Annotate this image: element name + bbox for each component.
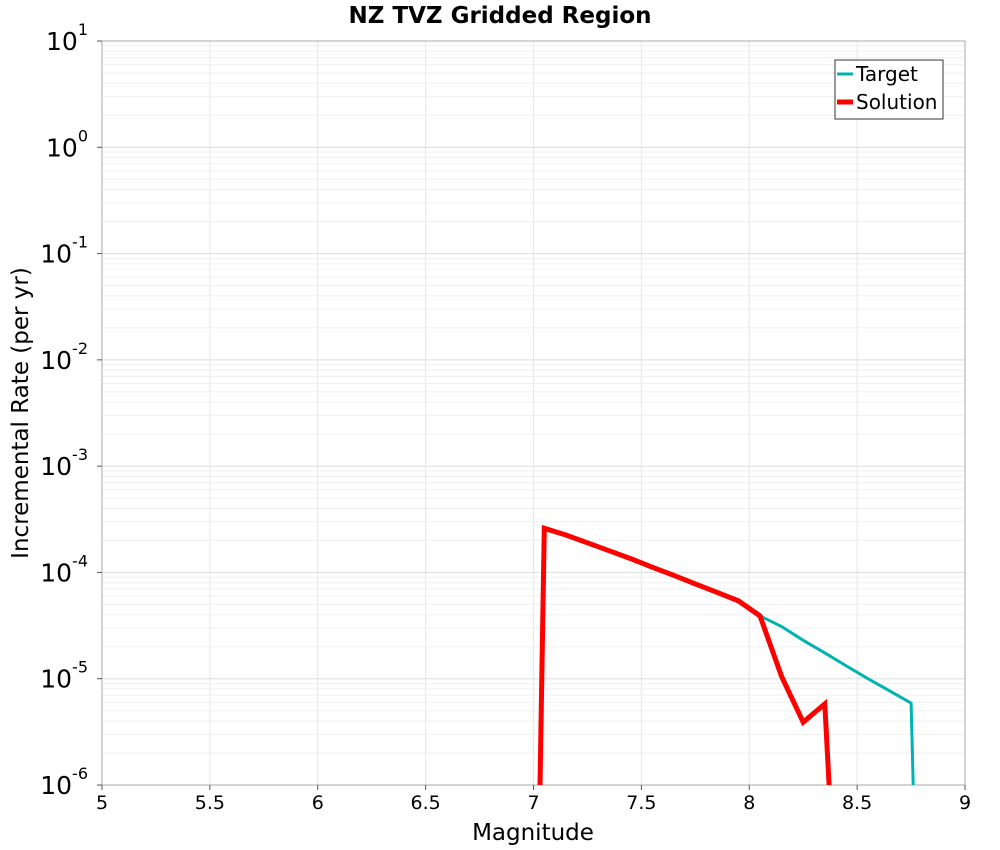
grid — [101, 41, 966, 786]
series-layer — [537, 524, 915, 786]
legend-label-target: Target — [855, 62, 918, 86]
y-tick-label: 10-5 — [40, 658, 88, 694]
x-tick-label: 7 — [527, 792, 539, 814]
x-tick-label: 9 — [959, 792, 971, 814]
x-axis-ticks: 5 5.5 6 6.5 7 7.5 8 8.5 9 — [96, 785, 971, 814]
y-tick-label: 101 — [46, 20, 88, 56]
y-tick-label: 100 — [46, 126, 88, 162]
x-tick-label: 5 — [96, 792, 108, 814]
legend-label-solution: Solution — [856, 90, 937, 114]
x-tick-label: 6 — [312, 792, 324, 814]
legend: Target Solution — [834, 59, 944, 120]
y-tick-label: 10-3 — [40, 445, 88, 481]
chart-title: NZ TVZ Gridded Region — [348, 3, 651, 29]
y-axis-label: Incremental Rate (per yr) — [8, 267, 34, 559]
x-tick-label: 8 — [743, 792, 755, 814]
y-tick-label: 10-6 — [40, 764, 88, 800]
series-line-solution — [537, 524, 832, 786]
y-axis-ticks: 10-6 10-5 10-4 10-3 10-2 10-1 100 101 — [40, 20, 102, 800]
y-tick-label: 10-4 — [40, 551, 88, 587]
x-tick-label: 5.5 — [195, 792, 225, 814]
x-tick-label: 7.5 — [626, 792, 656, 814]
legend-box — [834, 59, 944, 120]
x-tick-label: 6.5 — [411, 792, 441, 814]
x-tick-label: 8.5 — [842, 792, 872, 814]
y-tick-label: 10-1 — [40, 233, 88, 269]
y-tick-label: 10-2 — [40, 339, 88, 375]
x-axis-label: Magnitude — [472, 820, 594, 846]
